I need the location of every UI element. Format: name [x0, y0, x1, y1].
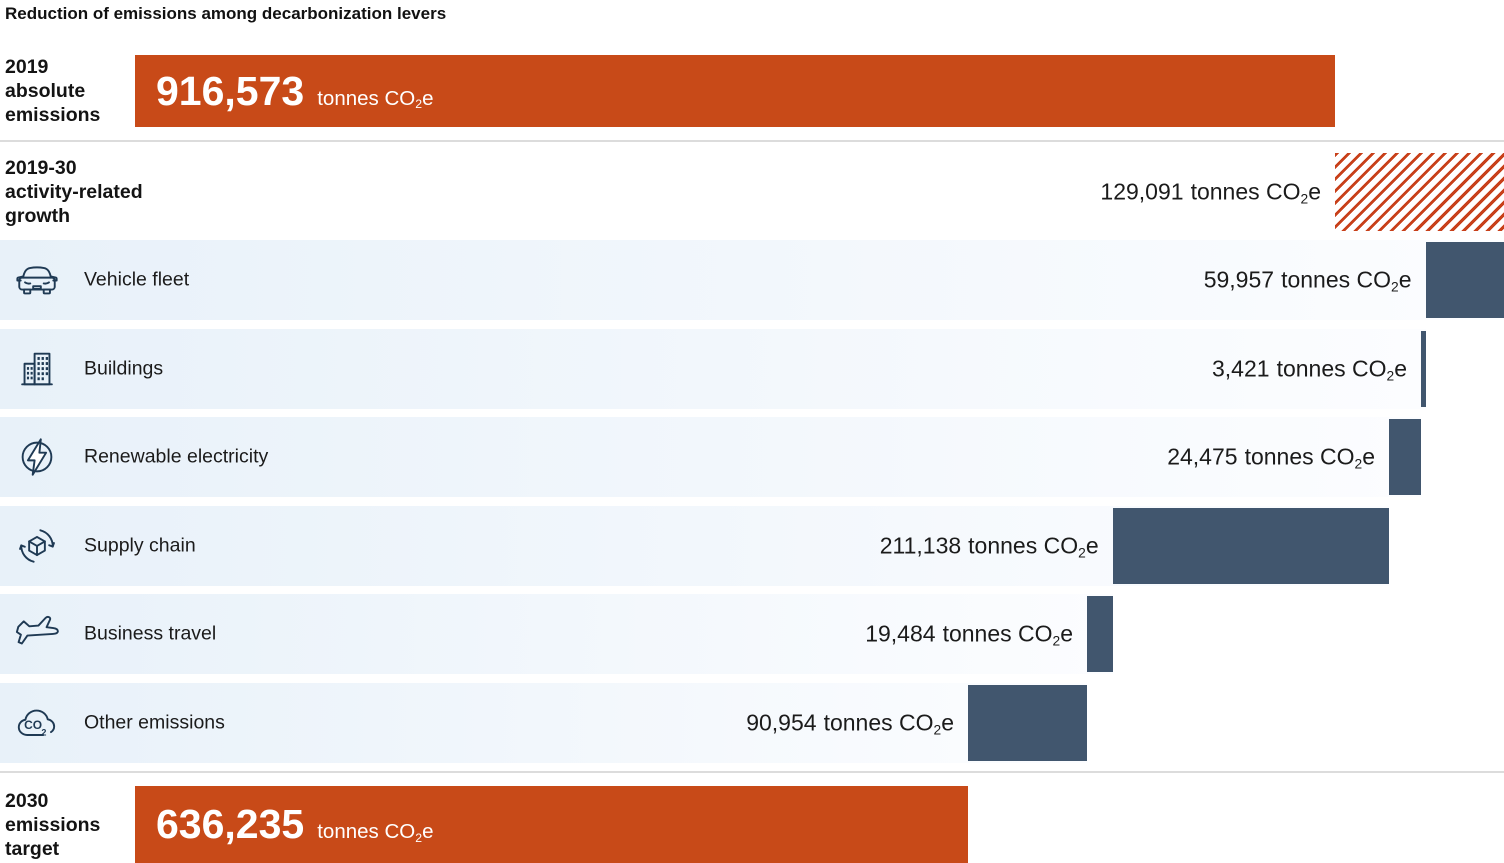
lever-row-buildings: Buildings 3,421 tonnes CO2e	[0, 329, 1504, 409]
lever-bar	[1113, 508, 1389, 584]
lever-bar	[1421, 331, 1426, 407]
label-line: emissions	[5, 813, 100, 837]
bar-2030-target: 636,235 tonnes CO2e	[135, 786, 968, 863]
svg-text:CO: CO	[24, 718, 42, 732]
lever-value: 59,957 tonnes CO2e	[1204, 267, 1412, 294]
lever-bar	[1389, 419, 1421, 495]
lever-bar	[1087, 596, 1113, 672]
lever-row-renewable-electricity: Renewable electricity 24,475 tonnes CO2e	[0, 417, 1504, 497]
lever-row-other-emissions: CO2 Other emissions 90,954 tonnes CO2e	[0, 683, 1504, 763]
buildings-icon	[14, 346, 60, 392]
svg-text:2: 2	[41, 727, 46, 737]
lever-label: Buildings	[84, 358, 163, 381]
lever-row-business-travel: Business travel 19,484 tonnes CO2e	[0, 594, 1504, 674]
row-activity-related-growth: 2019-30 activity-related growth 129,091 t…	[0, 150, 1504, 234]
value-unit: tonnes CO2e	[317, 820, 433, 844]
label-line: 2019-30	[5, 156, 143, 180]
airplane-icon	[14, 611, 60, 657]
label-line: growth	[5, 204, 143, 228]
lever-value: 24,475 tonnes CO2e	[1167, 444, 1375, 471]
row-2019-label: 2019 absolute emissions	[5, 55, 100, 127]
value-unit: tonnes CO2e	[824, 710, 954, 736]
row-2019-absolute-emissions: 2019 absolute emissions 916,573 tonnes C…	[0, 55, 1504, 127]
value-unit: tonnes CO2e	[317, 87, 433, 111]
label-line: 2019	[5, 55, 100, 79]
value-unit: tonnes CO2e	[1277, 356, 1407, 382]
value-unit: tonnes CO2e	[943, 621, 1073, 647]
row-growth-label: 2019-30 activity-related growth	[5, 156, 143, 228]
lever-label: Business travel	[84, 623, 216, 646]
label-line: target	[5, 837, 100, 861]
value-number: 636,235	[156, 801, 304, 848]
value-number: 916,573	[156, 68, 304, 115]
value-number: 24,475	[1167, 444, 1237, 470]
emissions-waterfall-chart: Reduction of emissions among decarboniza…	[0, 0, 1504, 863]
label-line: emissions	[5, 103, 100, 127]
lever-label: Renewable electricity	[84, 446, 268, 469]
value-number: 19,484	[865, 621, 935, 647]
lever-value: 90,954 tonnes CO2e	[746, 710, 954, 737]
row-2030-label: 2030 emissions target	[5, 789, 100, 861]
lever-label: Other emissions	[84, 712, 225, 735]
lever-value: 211,138 tonnes CO2e	[880, 533, 1099, 560]
value-growth: 129,091 tonnes CO2e	[1100, 179, 1321, 206]
value-number: 3,421	[1212, 356, 1270, 382]
lever-row-supply-chain: Supply chain 211,138 tonnes CO2e	[0, 506, 1504, 586]
label-line: activity-related	[5, 180, 143, 204]
car-icon	[14, 257, 60, 303]
bar-growth-hatched	[1335, 153, 1504, 231]
value-unit: tonnes CO2e	[1281, 267, 1411, 293]
lever-row-vehicle-fleet: Vehicle fleet 59,957 tonnes CO2e	[0, 240, 1504, 320]
label-line: 2030	[5, 789, 100, 813]
value-unit: tonnes CO2e	[1245, 444, 1375, 470]
divider	[0, 771, 1504, 773]
value-unit: tonnes CO2e	[968, 533, 1098, 559]
row-2030-emissions-target: 2030 emissions target 636,235 tonnes CO2…	[0, 786, 1504, 863]
lever-bar	[968, 685, 1087, 761]
label-line: absolute	[5, 79, 100, 103]
bar-2019-emissions: 916,573 tonnes CO2e	[135, 55, 1335, 127]
supply-chain-icon	[14, 523, 60, 569]
lever-value: 3,421 tonnes CO2e	[1212, 356, 1407, 383]
lightning-icon	[14, 434, 60, 480]
value-unit: tonnes CO2e	[1191, 179, 1321, 205]
value-number: 59,957	[1204, 267, 1274, 293]
divider	[0, 140, 1504, 142]
co2-cloud-icon: CO2	[14, 700, 60, 746]
value-number: 129,091	[1100, 179, 1183, 205]
lever-label: Vehicle fleet	[84, 269, 189, 292]
value-number: 90,954	[746, 710, 816, 736]
lever-value: 19,484 tonnes CO2e	[865, 621, 1073, 648]
lever-label: Supply chain	[84, 535, 196, 558]
lever-bar	[1426, 242, 1504, 318]
chart-title: Reduction of emissions among decarboniza…	[5, 4, 446, 24]
value-number: 211,138	[880, 533, 961, 559]
